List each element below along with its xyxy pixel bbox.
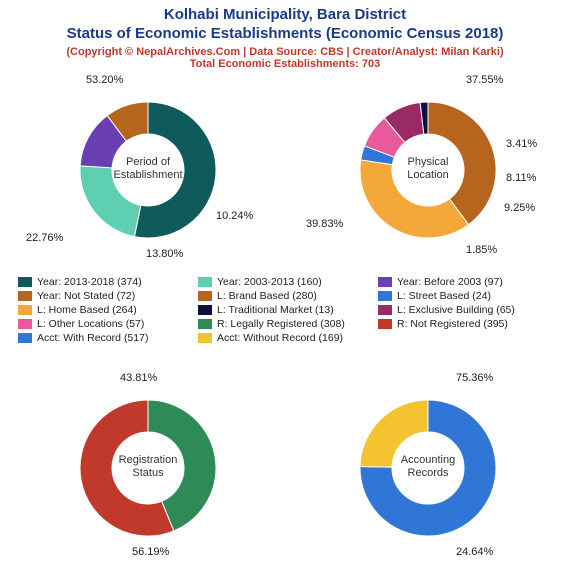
donut-slice <box>80 165 141 236</box>
legend-swatch <box>378 319 392 329</box>
pct-label: 8.11% <box>506 172 536 184</box>
legend-item: Acct: Without Record (169) <box>198 332 368 344</box>
legend-text: Acct: With Record (517) <box>37 332 148 344</box>
header: Kolhabi Municipality, Bara District Stat… <box>0 0 570 72</box>
pct-label: 75.36% <box>456 372 493 384</box>
legend-swatch <box>18 319 32 329</box>
legend-swatch <box>198 277 212 287</box>
legend-item: L: Street Based (24) <box>378 290 548 302</box>
legend-swatch <box>198 291 212 301</box>
legend-item: Year: Before 2003 (97) <box>378 276 548 288</box>
total-line: Total Economic Establishments: 703 <box>8 58 562 70</box>
donut-svg <box>28 80 268 260</box>
legend-text: R: Legally Registered (308) <box>217 318 345 330</box>
pct-label: 53.20% <box>86 74 123 86</box>
pct-label: 9.25% <box>504 202 535 214</box>
pct-label: 37.55% <box>466 74 503 86</box>
legend-swatch <box>18 333 32 343</box>
subtitle: (Copyright © NepalArchives.Com | Data So… <box>8 46 562 58</box>
legend-item: R: Legally Registered (308) <box>198 318 368 330</box>
chart-period: Period ofEstablishment53.20%22.76%13.80%… <box>28 80 268 260</box>
legend-item: L: Traditional Market (13) <box>198 304 368 316</box>
legend-item: Year: Not Stated (72) <box>18 290 188 302</box>
legend-swatch <box>198 319 212 329</box>
legend-swatch <box>378 305 392 315</box>
donut-svg <box>308 378 548 558</box>
pct-label: 56.19% <box>132 546 169 558</box>
pct-label: 13.80% <box>146 248 183 260</box>
legend-item: L: Home Based (264) <box>18 304 188 316</box>
pct-label: 10.24% <box>216 210 253 222</box>
legend-item: L: Brand Based (280) <box>198 290 368 302</box>
pct-label: 1.85% <box>466 244 497 256</box>
legend-item: Year: 2003-2013 (160) <box>198 276 368 288</box>
pct-label: 22.76% <box>26 232 63 244</box>
legend-swatch <box>198 333 212 343</box>
legend-swatch <box>378 291 392 301</box>
legend-text: L: Brand Based (280) <box>217 290 317 302</box>
legend-text: L: Traditional Market (13) <box>217 304 334 316</box>
donut-svg <box>308 80 548 260</box>
legend-text: L: Other Locations (57) <box>37 318 144 330</box>
legend-text: Year: 2013-2018 (374) <box>37 276 142 288</box>
legend-text: Acct: Without Record (169) <box>217 332 343 344</box>
legend-item: Year: 2013-2018 (374) <box>18 276 188 288</box>
legend-text: L: Street Based (24) <box>397 290 491 302</box>
legend-item: L: Exclusive Building (65) <box>378 304 548 316</box>
chart-registration: RegistrationStatus43.81%56.19% <box>28 378 268 558</box>
pct-label: 24.64% <box>456 546 493 558</box>
legend-text: Year: Not Stated (72) <box>37 290 135 302</box>
pct-label: 3.41% <box>506 138 537 150</box>
pct-label: 43.81% <box>120 372 157 384</box>
legend-swatch <box>198 305 212 315</box>
legend-swatch <box>18 291 32 301</box>
legend-swatch <box>378 277 392 287</box>
legend-item: Acct: With Record (517) <box>18 332 188 344</box>
legend-text: Year: 2003-2013 (160) <box>217 276 322 288</box>
pct-label: 39.83% <box>306 218 343 230</box>
legend-swatch <box>18 277 32 287</box>
donut-slice <box>360 400 428 467</box>
legend-text: Year: Before 2003 (97) <box>397 276 503 288</box>
legend-item: L: Other Locations (57) <box>18 318 188 330</box>
chart-location: PhysicalLocation37.55%3.41%8.11%9.25%1.8… <box>308 80 548 260</box>
legend-swatch <box>18 305 32 315</box>
donut-svg <box>28 378 268 558</box>
page-title-line1: Kolhabi Municipality, Bara District <box>8 6 562 25</box>
chart-accounting: AccountingRecords75.36%24.64% <box>308 378 548 558</box>
legend-text: L: Exclusive Building (65) <box>397 304 515 316</box>
legend-text: R: Not Registered (395) <box>397 318 508 330</box>
chart-grid: Period ofEstablishment53.20%22.76%13.80%… <box>0 72 570 570</box>
legend: Year: 2013-2018 (374) Year: 2003-2013 (16… <box>18 276 560 344</box>
legend-item: R: Not Registered (395) <box>378 318 548 330</box>
page-title-line2: Status of Economic Establishments (Econo… <box>8 25 562 44</box>
legend-text: L: Home Based (264) <box>37 304 137 316</box>
